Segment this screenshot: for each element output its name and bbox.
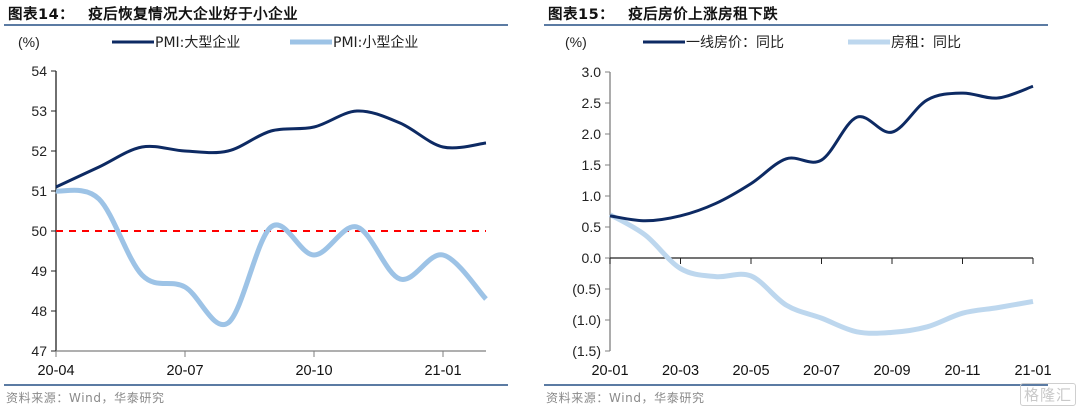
- housing-line-chart: (%) 一线房价：同比 房租：同比 3.0 2.5 2.0 1.5 1.0 0.5 0.0 (0.5…: [565, 34, 1052, 379]
- y-tick-label: 1.5: [582, 157, 602, 173]
- y-tick-label: 54: [31, 63, 47, 79]
- footer-rule-left: [4, 384, 508, 386]
- x-tick-label: 20-01: [591, 363, 628, 379]
- y-tick-label: (1.5): [572, 343, 601, 359]
- y-tick-label: 52: [31, 143, 47, 159]
- source-note-right: 资料来源：Wind，华泰研究: [546, 391, 705, 405]
- source-note-left: 资料来源：Wind，华泰研究: [6, 391, 165, 405]
- x-tick-label: 21-01: [1014, 363, 1051, 379]
- x-tick-label: 20-07: [166, 363, 203, 379]
- title-rule-left: [4, 24, 508, 26]
- y-tick-label: (1.0): [572, 312, 601, 328]
- y-tick-label: 3.0: [582, 64, 602, 80]
- y-tick-label: 2.0: [582, 126, 602, 142]
- y-tick-label: (0.5): [572, 281, 601, 297]
- footer-rule-right: [544, 384, 1048, 386]
- y-axis-unit-label: (%): [18, 34, 40, 50]
- y-tick-label: 1.0: [582, 188, 602, 204]
- y-tick-label: 47: [31, 343, 47, 359]
- y-tick-label: 0.5: [582, 219, 602, 235]
- x-tick-label: 20-11: [944, 363, 980, 379]
- x-tick-label: 21-01: [424, 363, 461, 379]
- y-axis-unit-label: (%): [565, 34, 587, 50]
- legend-label-1: PMI:小型企业: [333, 34, 418, 51]
- legend-label-0: PMI:大型企业: [155, 34, 240, 51]
- chart-panel-left: 图表14： 疫后恢复情况大企业好于小企业 (%) PMI:大型企业 PMI:小型企业 5…: [4, 3, 508, 405]
- x-tick-label: 20-03: [662, 363, 699, 379]
- series-line-0: [609, 84, 1034, 223]
- y-tick-label: 51: [31, 183, 47, 199]
- y-tick-label: 2.5: [582, 95, 602, 111]
- pmi-line-chart: (%) PMI:大型企业 PMI:小型企业 54 53 52 51 50 49 48 47 20-04…: [18, 34, 488, 379]
- y-tick-label: 48: [31, 303, 47, 319]
- title-text-right: 疫后房价上涨房租下跌: [628, 7, 779, 23]
- series-line-1: [608, 212, 1034, 336]
- watermark-logo: 格隆汇: [1019, 383, 1076, 406]
- x-tick-label: 20-09: [873, 363, 910, 379]
- figure-label-right: 图表15：: [548, 7, 615, 23]
- series-line-0: [55, 109, 487, 189]
- legend-label-0: 一线房价：同比: [686, 35, 784, 51]
- y-tick-label: 49: [31, 263, 47, 279]
- x-tick-label: 20-05: [732, 363, 769, 379]
- figure-label-left: 图表14：: [8, 7, 75, 23]
- y-tick-label: 50: [31, 223, 47, 239]
- x-tick-label: 20-10: [295, 363, 332, 379]
- y-tick-label: 0.0: [582, 250, 602, 266]
- y-tick-label: 53: [31, 103, 47, 119]
- x-tick-label: 20-07: [803, 363, 840, 379]
- title-rule-right: [544, 24, 1048, 26]
- legend-label-1: 房租：同比: [891, 35, 961, 51]
- chart-title-left: 图表14： 疫后恢复情况大企业好于小企业: [8, 3, 298, 24]
- x-tick-label: 20-04: [37, 363, 74, 379]
- chart-panel-right: 图表15： 疫后房价上涨房租下跌 (%) 一线房价：同比 房租：同比 3.0 2.5 2.0…: [540, 0, 1080, 410]
- series-line-1: [55, 187, 488, 328]
- title-text-left: 疫后恢复情况大企业好于小企业: [88, 7, 299, 23]
- chart-title-right: 图表15： 疫后房价上涨房租下跌: [548, 3, 778, 24]
